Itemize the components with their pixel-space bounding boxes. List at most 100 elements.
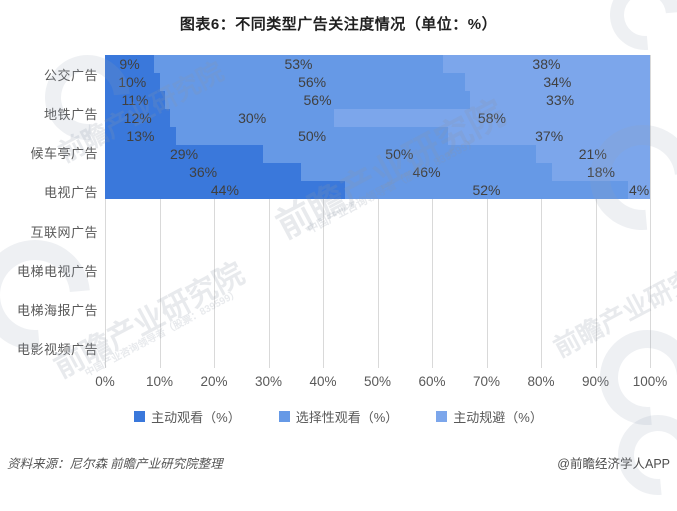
bar-segment: 21% (535, 145, 650, 163)
bar-segment: 44% (105, 181, 345, 199)
legend-item: 主动规避（%） (436, 407, 543, 426)
bar-segment: 12% (105, 109, 171, 127)
gridline (432, 55, 433, 368)
bar-rows: 9% 53% 38% 10% 56% 34% 11% 56% 33% 12% 30% 58% 13% 50… (105, 55, 650, 199)
gridline (650, 55, 651, 368)
bar-stack: 9% 53% 38% (105, 55, 650, 73)
value-label: 50% (298, 128, 327, 144)
value-label: 30% (238, 110, 267, 126)
x-tick-label: 30% (254, 374, 283, 389)
value-label: 11% (121, 92, 149, 108)
legend-item: 选择性观看（%） (278, 407, 399, 426)
bar-stack: 10% 56% 34% (105, 73, 650, 91)
value-label: 21% (578, 146, 607, 162)
bar-segment: 34% (464, 73, 650, 91)
bar-segment: 52% (344, 181, 629, 199)
legend-label: 主动规避（%） (453, 410, 543, 425)
bar-row: 10% 56% 34% (105, 73, 650, 91)
chart-title: 图表6：不同类型广告关注度情况（单位：%） (179, 16, 498, 33)
bar-row: 9% 53% 38% (105, 55, 650, 73)
bar-segment: 56% (164, 91, 471, 109)
bar-segment: 53% (154, 55, 443, 73)
value-label: 29% (170, 146, 199, 162)
bar-segment: 11% (105, 91, 165, 109)
value-label: 38% (532, 56, 561, 72)
value-label: 9% (119, 56, 140, 72)
category-label: 电梯电视广告 (16, 263, 98, 279)
value-label: 46% (412, 164, 441, 180)
legend-swatch (134, 411, 146, 422)
bar-row: 36% 46% 18% (105, 163, 650, 181)
value-label: 44% (210, 182, 239, 198)
bar-row: 13% 50% 37% (105, 127, 650, 145)
gridline (595, 55, 597, 368)
bar-segment: 13% (105, 127, 176, 145)
bar-segment: 4% (628, 181, 650, 199)
category-label: 公交广告 (43, 68, 98, 84)
bar-segment: 18% (551, 163, 650, 181)
x-tick-label: 90% (581, 374, 610, 389)
bar-segment: 46% (301, 163, 552, 181)
x-tick-label: 40% (309, 374, 337, 389)
bar-segment: 50% (263, 145, 536, 163)
value-label: 50% (385, 146, 414, 162)
plot-area: 9% 53% 38% 10% 56% 34% 11% 56% 33% 12% 30% 58% 13% 50… (105, 55, 651, 368)
value-label: 36% (189, 164, 218, 180)
category-label: 互联网广告 (30, 224, 98, 240)
gridline (159, 55, 161, 368)
gridline (377, 55, 379, 368)
legend-label: 主动观看（%） (151, 410, 241, 425)
value-label: 34% (543, 74, 572, 90)
bar-segment: 10% (105, 73, 160, 91)
x-tick-label: 70% (472, 374, 501, 389)
x-tick-label: 60% (418, 374, 446, 389)
bar-stack: 11% 56% 33% (105, 91, 650, 109)
x-tick-label: 20% (200, 374, 228, 389)
category-label: 地铁广告 (43, 107, 98, 123)
bar-row: 44% 52% 4% (105, 181, 650, 199)
bar-stack: 13% 50% 37% (105, 127, 650, 145)
bar-segment: 29% (105, 145, 264, 163)
legend: 主动观看（%） 选择性观看（%） 主动规避（%） (0, 407, 677, 426)
gridline (541, 55, 542, 368)
value-label: 4% (628, 182, 650, 198)
category-label: 电影视频广告 (16, 341, 98, 357)
x-tick-label: 10% (145, 374, 174, 389)
bar-segment: 56% (159, 73, 465, 91)
value-label: 18% (586, 164, 615, 180)
value-label: 10% (118, 74, 147, 90)
bar-segment: 38% (442, 55, 650, 73)
bar-stack: 36% 46% 18% (105, 163, 650, 181)
credit-note: @前瞻经济学人APP (557, 457, 670, 471)
bar-segment: 33% (470, 91, 650, 109)
x-axis: 0% 10% 20% 30% 40% 50% 60% 70% 80% 90% 100% (95, 372, 667, 392)
legend-label: 选择性观看（%） (295, 410, 399, 425)
value-label: 56% (303, 92, 332, 108)
gridline (214, 55, 215, 368)
x-tick-label: 100% (632, 374, 668, 389)
value-label: 52% (472, 182, 501, 198)
bar-segment: 36% (105, 163, 302, 181)
legend-swatch (278, 411, 290, 422)
y-axis-category-labels: 公交广告 地铁广告 候车亭广告 电视广告 互联网广告 电梯电视广告 电梯海报广告 电影视频广告 (0, 55, 98, 368)
value-label: 33% (546, 92, 575, 108)
bar-segment: 58% (333, 109, 650, 127)
value-label: 58% (477, 110, 506, 126)
legend-item: 主动观看（%） (134, 407, 241, 426)
gridline (268, 55, 270, 368)
bar-stack: 44% 52% 4% (105, 181, 650, 199)
x-tick-label: 80% (527, 374, 555, 389)
legend-swatch (436, 411, 448, 422)
x-tick-label: 0% (95, 374, 115, 389)
bar-segment: 37% (448, 127, 650, 145)
bar-segment: 30% (170, 109, 334, 127)
x-tick-label: 50% (363, 374, 392, 389)
value-label: 12% (123, 110, 152, 126)
bar-row: 29% 50% 21% (105, 145, 650, 163)
gridline (105, 55, 106, 368)
category-label: 电梯海报广告 (16, 302, 98, 318)
value-label: 53% (284, 56, 313, 72)
bar-row: 11% 56% 33% (105, 91, 650, 109)
value-label: 56% (298, 74, 327, 90)
